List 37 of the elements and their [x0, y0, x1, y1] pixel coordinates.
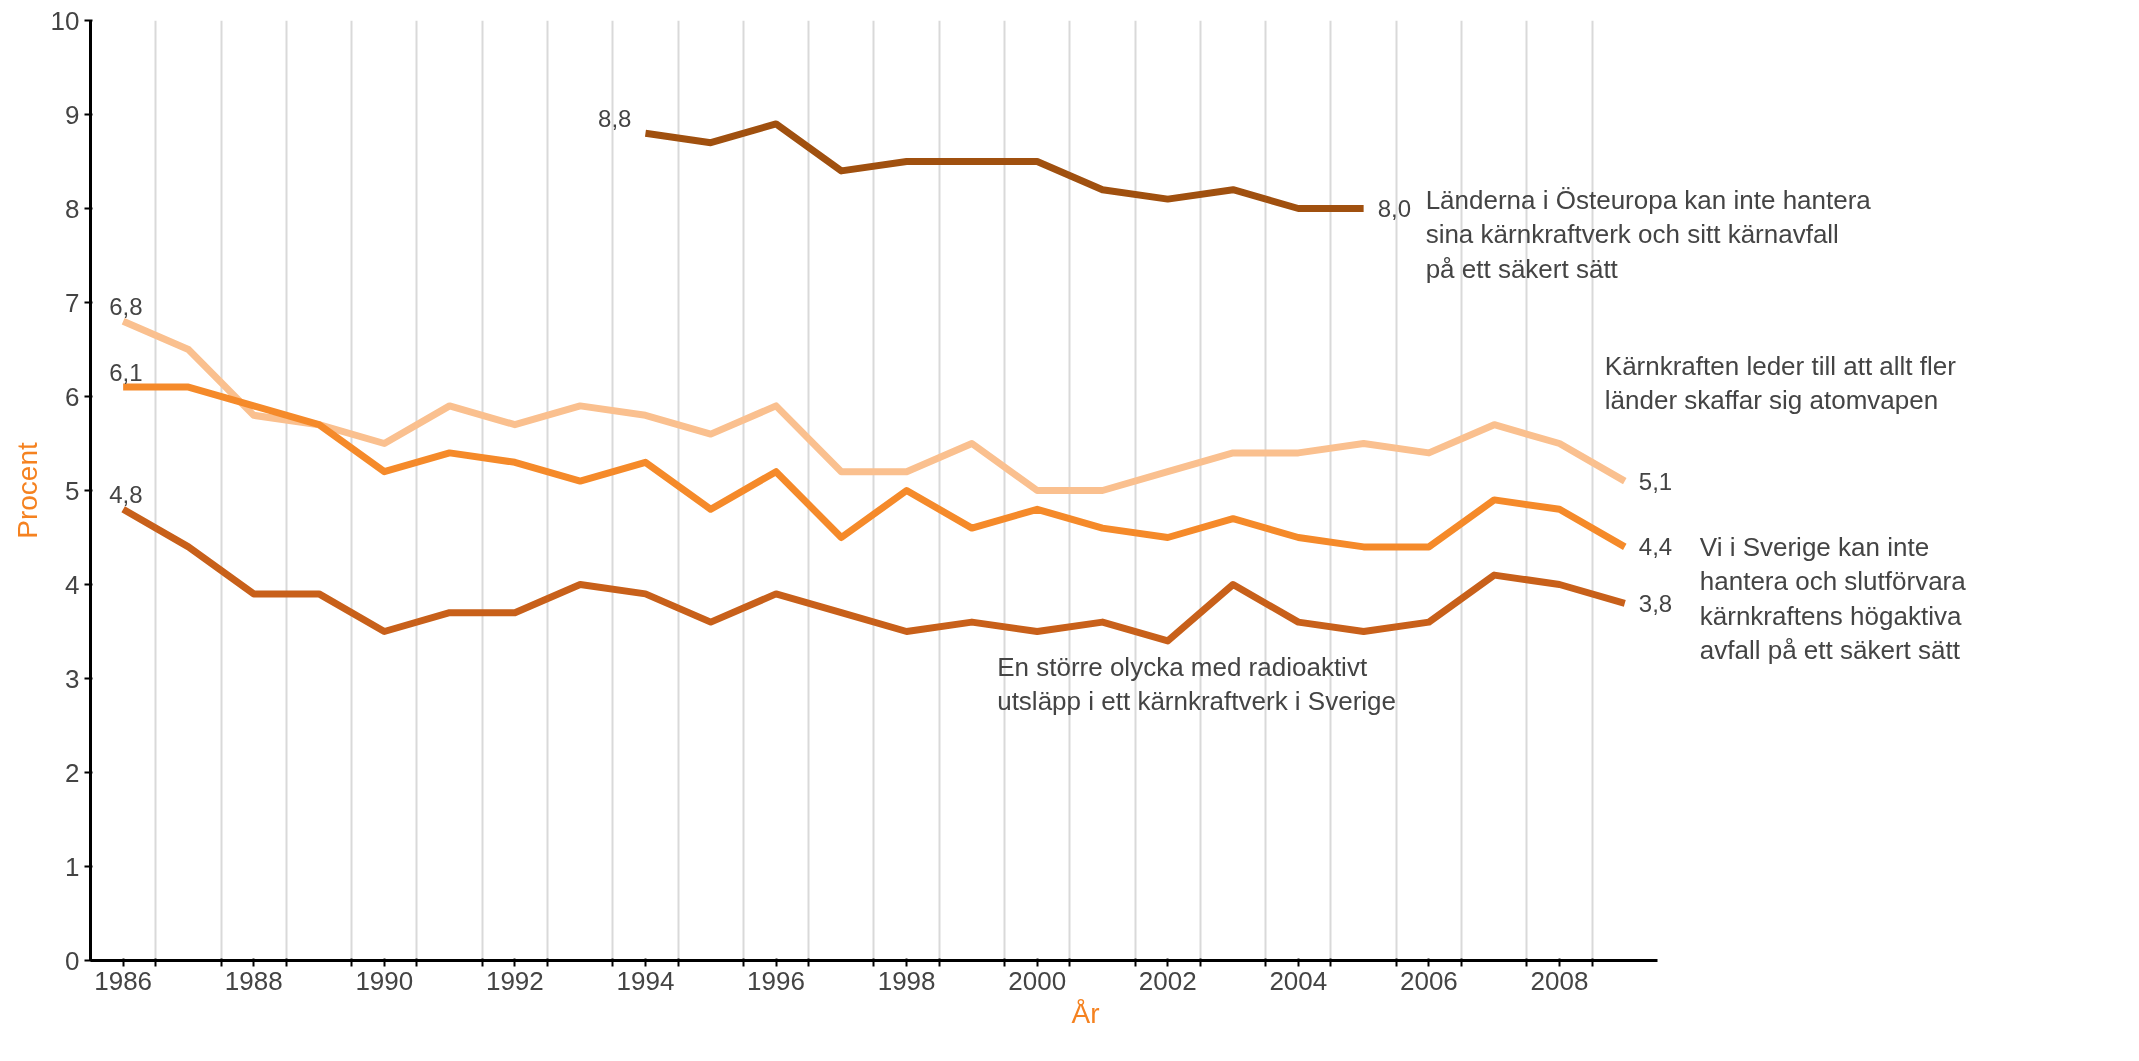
data-label: 8,8	[598, 105, 632, 133]
x-tick-label: 2008	[1530, 965, 1589, 996]
y-tick-label: 5	[65, 475, 80, 506]
data-label: 4,8	[109, 481, 143, 509]
y-tick-label: 7	[65, 287, 80, 318]
y-tick-label: 3	[65, 663, 80, 694]
data-label: 3,8	[1638, 589, 1673, 617]
x-tick-label: 1988	[224, 965, 283, 996]
x-tick-label: 2002	[1138, 965, 1197, 996]
x-tick-label: 1998	[877, 965, 936, 996]
x-tick-label: 1990	[355, 965, 414, 996]
x-tick-label: 1996	[747, 965, 805, 996]
data-label: 5,1	[1638, 467, 1673, 495]
series-label: En större olycka med radioaktivt utsläpp i ett kärnkraftverk i Sverige	[997, 651, 1397, 716]
y-tick-label: 10	[50, 5, 80, 36]
y-tick-label: 6	[65, 381, 80, 412]
y-tick-label: 2	[65, 757, 80, 788]
text: Vi i Sverige kan inte hantera och slutförvara kärnkraftens högaktiva avfall på ett säkert sätt	[1699, 531, 1967, 666]
text: Länderna i Östeuropa kan inte hantera sina kärnkraftverk och sitt kärnavfall på ett säkert sätt	[1425, 184, 1872, 284]
y-tick-label: 0	[65, 945, 80, 976]
x-tick-label: 1986	[94, 965, 153, 996]
x-axis-title: År	[1071, 997, 1100, 1029]
series-label: Kärnkraften leder till att allt fler länder skaffar sig atomvapen	[1604, 350, 1957, 416]
x-tick-label: 2000	[1008, 965, 1067, 996]
data-label: 6,1	[109, 359, 143, 387]
y-tick-label: 9	[65, 99, 80, 130]
x-tick-label: 1994	[616, 965, 675, 996]
y-tick-label: 8	[65, 193, 80, 224]
data-label: 6,8	[109, 293, 143, 321]
y-axis-title: Procent	[11, 442, 43, 539]
x-tick-label: 1992	[485, 965, 544, 996]
y-tick-label: 4	[65, 569, 80, 600]
data-label: 4,4	[1638, 533, 1673, 561]
y-tick-label: 1	[65, 851, 80, 882]
x-tick-label: 2004	[1269, 965, 1328, 996]
x-tick-label: 2006	[1400, 965, 1458, 996]
data-label: 8,0	[1377, 195, 1411, 222]
